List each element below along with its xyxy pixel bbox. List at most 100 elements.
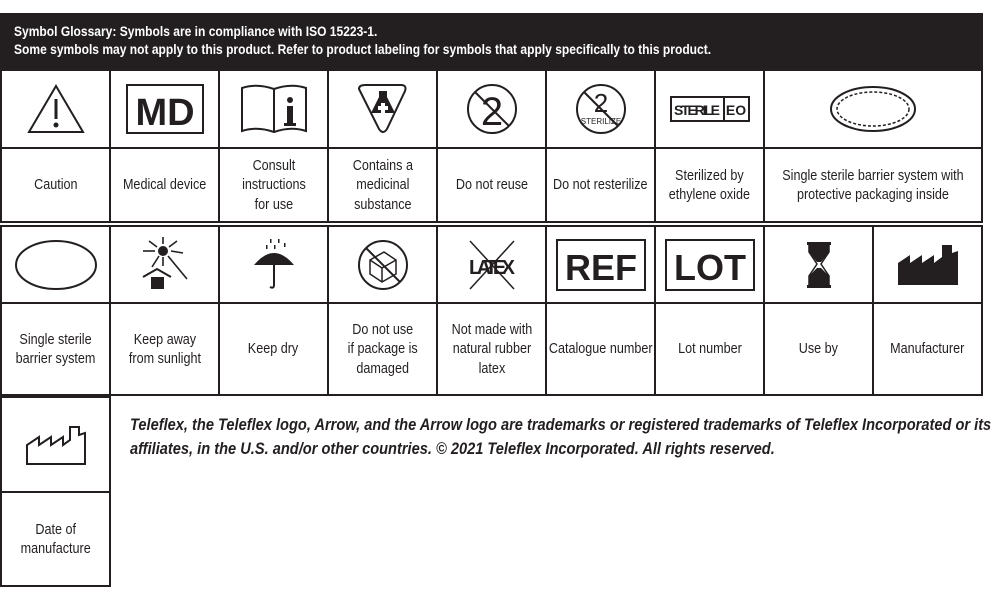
caution-triangle-icon — [26, 83, 86, 135]
lot-icon: LOT — [664, 238, 756, 292]
symbol-label: for use — [254, 195, 293, 213]
svg-text:LATEX: LATEX — [469, 257, 516, 279]
symbol-label: Sterilized by — [675, 166, 744, 184]
symbol-label-cell: Keep dry — [218, 302, 329, 396]
factory-outline-icon — [24, 423, 88, 467]
symbol-icon-cell — [763, 69, 983, 149]
symbol-label: Keep away — [133, 330, 196, 348]
svg-text:REF: REF — [565, 247, 637, 288]
svg-text:2: 2 — [480, 90, 502, 134]
no-reuse-icon: 2 — [465, 82, 519, 136]
symbol-icon-cell — [327, 225, 438, 304]
sterile-eo-icon: STERILE EO — [669, 96, 750, 122]
trademark-footnote: Teleflex, the Teleflex logo, Arrow, and … — [130, 413, 992, 461]
symbol-label: Do not reuse — [455, 176, 528, 194]
symbol-icon-cell: LOT — [654, 225, 765, 304]
symbol-label-cell: Catalogue number — [545, 302, 656, 396]
header-line-2: Some symbols may not apply to this produ… — [14, 41, 712, 57]
ref-icon: REF — [555, 238, 647, 292]
symbol-label-cell: Keep away from sunlight — [109, 302, 220, 396]
symbol-icon-cell: 2 — [436, 69, 547, 149]
symbol-label: damaged — [356, 359, 409, 377]
symbol-label: Not made with — [451, 320, 532, 338]
symbol-icon-cell: STERILE EO — [654, 69, 765, 149]
svg-text:MD: MD — [135, 92, 194, 134]
symbol-icon-cell — [218, 69, 329, 149]
no-resterilize-icon: 2 STERILIZE — [574, 82, 628, 136]
symbol-label: latex — [478, 359, 505, 377]
dashed-double-oval-icon — [829, 84, 917, 134]
symbol-label: medicinal — [355, 176, 410, 194]
symbol-icon-cell: MD — [109, 69, 220, 149]
symbol-label: Lot number — [677, 340, 742, 358]
svg-text:LOT: LOT — [674, 247, 746, 288]
symbol-label: substance — [353, 195, 412, 213]
symbol-label: Catalogue number — [548, 340, 653, 358]
symbol-icon-cell — [0, 396, 111, 493]
book-info-icon — [239, 83, 309, 135]
symbol-label: from sunlight — [128, 350, 201, 367]
symbol-label: Keep dry — [248, 340, 299, 358]
symbol-icon-cell — [327, 69, 438, 149]
symbol-label: manufacture — [20, 540, 91, 557]
symbol-label-cell: Caution — [0, 147, 111, 223]
symbol-icon-cell: 2 STERILIZE — [545, 69, 656, 149]
symbol-label: Single sterile — [19, 330, 92, 348]
symbol-label: Manufacturer — [890, 340, 965, 358]
symbol-label-cell: Use by — [763, 302, 874, 396]
symbol-icon-cell — [218, 225, 329, 304]
symbol-label-cell: Do not use if package is damaged — [327, 302, 438, 396]
oval-icon — [14, 238, 98, 292]
symbol-label: if package is — [347, 340, 418, 358]
symbol-label-cell: Sterilized by ethylene oxide — [654, 147, 765, 223]
md-icon: MD — [125, 83, 205, 135]
symbol-label: Do not resterilize — [553, 176, 648, 194]
footnote-line: Teleflex, the Teleflex logo, Arrow, and … — [130, 415, 992, 434]
symbol-icon-cell — [0, 69, 111, 149]
flask-cross-icon — [355, 83, 411, 135]
symbol-label: Use by — [798, 340, 839, 358]
symbol-label-cell: Manufacturer — [872, 302, 983, 396]
symbol-icon-cell: REF — [545, 225, 656, 304]
symbol-label-cell: Not made with natural rubber latex — [436, 302, 547, 396]
header-line-1: Symbol Glossary: Symbols are in complian… — [14, 23, 378, 39]
symbol-label: Date of — [35, 520, 76, 538]
symbol-label-cell: Do not reuse — [436, 147, 547, 223]
symbol-label-cell: Single sterile barrier system with protec… — [763, 147, 983, 223]
symbol-label: instructions — [241, 176, 306, 194]
symbol-label: Caution — [33, 176, 78, 194]
svg-text:STERILE: STERILE — [674, 102, 720, 118]
symbol-label: Medical device — [122, 176, 207, 194]
sunlight-icon — [137, 236, 193, 293]
symbol-label-cell: Contains a medicinal substance — [327, 147, 438, 223]
symbol-label-cell: Lot number — [654, 302, 765, 396]
latex-crossed-icon: LATEX — [462, 237, 522, 293]
footnote-line: affiliates, in the U.S. and/or other cou… — [130, 439, 775, 458]
svg-text:2: 2 — [593, 88, 607, 118]
umbrella-icon — [250, 237, 298, 293]
svg-text:STERILIZE: STERILIZE — [580, 117, 620, 126]
symbol-label: protective packaging inside — [796, 186, 949, 203]
symbol-label: Contains a — [352, 156, 413, 174]
damaged-package-icon — [356, 238, 410, 292]
symbol-icon-cell — [872, 225, 983, 304]
hourglass-icon — [799, 240, 839, 290]
symbol-icon-cell: LATEX — [436, 225, 547, 304]
symbol-label: ethylene oxide — [668, 186, 751, 203]
symbol-label-cell: Consult instructions for use — [218, 147, 329, 223]
symbol-icon-cell — [763, 225, 874, 304]
svg-text:EO: EO — [725, 102, 745, 118]
symbol-icon-cell — [109, 225, 220, 304]
glossary-header: Symbol Glossary: Symbols are in complian… — [0, 13, 983, 69]
symbol-label: natural rubber — [452, 340, 531, 358]
factory-filled-icon — [896, 243, 960, 287]
symbol-label: barrier system — [15, 350, 96, 367]
symbol-label-cell: Medical device — [109, 147, 220, 223]
symbol-label: Single sterile barrier system with — [782, 166, 964, 184]
symbol-label-cell: Single sterile barrier system — [0, 302, 111, 396]
symbol-label: Consult — [252, 156, 295, 174]
symbol-label-cell: Do not resterilize — [545, 147, 656, 223]
symbol-icon-cell — [0, 225, 111, 304]
symbol-label-cell: Date of manufacture — [0, 491, 111, 587]
symbol-label: Do not use — [352, 320, 413, 338]
